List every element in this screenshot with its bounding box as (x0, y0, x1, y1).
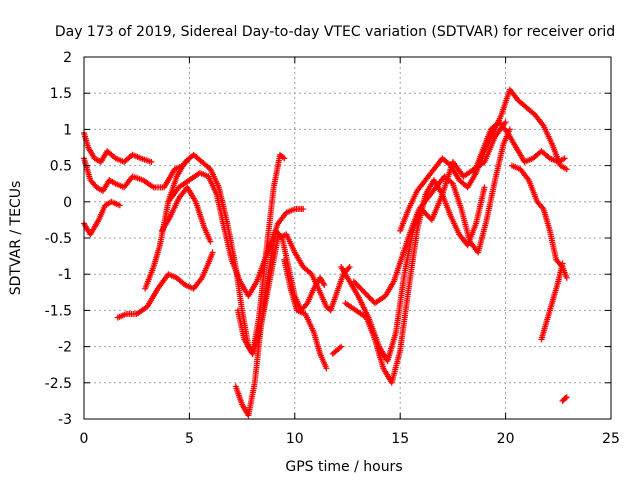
data-point (300, 206, 307, 213)
data-point (148, 158, 155, 165)
y-tick-label: 0.5 (50, 159, 72, 175)
series-track-o (470, 119, 568, 176)
data-point (363, 292, 370, 299)
y-tick-label: -2 (58, 340, 72, 356)
x-tick-label: 10 (286, 431, 304, 447)
data-point (361, 289, 368, 296)
x-tick-label: 0 (80, 431, 89, 447)
data-point (346, 263, 353, 270)
x-tick-label: 25 (602, 431, 620, 447)
chart-title: Day 173 of 2019, Sidereal Day-to-day VTE… (55, 24, 615, 40)
data-point (352, 279, 359, 286)
y-tick-label: 2 (63, 50, 72, 66)
data-point (353, 281, 360, 288)
x-tick-label: 15 (391, 431, 409, 447)
y-tick-label: -0.5 (45, 231, 72, 247)
series-track-d (114, 249, 216, 321)
data-point (338, 343, 345, 350)
data-point (358, 286, 365, 293)
data-point (207, 238, 214, 245)
y-tick-label: -1 (58, 267, 72, 283)
series-track-c (81, 198, 123, 238)
x-tick-label: 20 (497, 431, 515, 447)
series-track-p (508, 162, 570, 281)
data-point (366, 294, 373, 301)
data-point (356, 283, 363, 290)
data-point (562, 395, 569, 402)
data-points (81, 86, 570, 419)
data-point (350, 278, 357, 285)
series-track-j (281, 256, 330, 372)
data-point (323, 365, 330, 372)
data-point (369, 297, 376, 304)
y-tick-label: 1 (63, 122, 72, 138)
data-point (563, 166, 570, 173)
data-point (561, 155, 568, 162)
data-point (563, 274, 570, 281)
data-point (116, 202, 123, 209)
data-point (365, 293, 372, 300)
y-tick-label: -1.5 (45, 303, 72, 319)
data-point (321, 282, 328, 289)
data-point (281, 155, 288, 162)
series-track-s (559, 394, 570, 404)
y-tick-label: -2.5 (45, 376, 72, 392)
axis-layer: 0 5 10 15 20 25 -3 -2.5 -2 -1.5 -1 -0.5 0 0.5 1 1.5 2 (45, 50, 620, 447)
data-point (559, 260, 566, 267)
x-axis-label: GPS time / hours (285, 459, 402, 475)
data-point (367, 296, 374, 303)
data-point (423, 211, 430, 218)
data-point (563, 394, 570, 401)
grid-layer (84, 57, 611, 419)
data-point (360, 287, 367, 294)
y-tick-label: 0 (63, 195, 72, 211)
data-point (209, 249, 216, 256)
data-point (424, 212, 431, 219)
y-tick-label: 1.5 (50, 86, 72, 102)
series-track-r (329, 343, 345, 357)
series-track-q (538, 260, 566, 343)
series-track-g (158, 184, 214, 245)
series-track-m (350, 126, 513, 307)
data-point (357, 285, 364, 292)
series-track-a (81, 130, 155, 165)
y-axis-label: SDTVAR / TECUs (8, 181, 24, 296)
series-track-i (234, 231, 353, 357)
data-point (426, 214, 433, 221)
data-point (502, 119, 509, 126)
x-tick-label: 5 (185, 431, 194, 447)
data-point (354, 282, 361, 289)
data-point (362, 290, 369, 297)
y-tick-label: -3 (58, 412, 72, 428)
data-point (481, 184, 488, 191)
